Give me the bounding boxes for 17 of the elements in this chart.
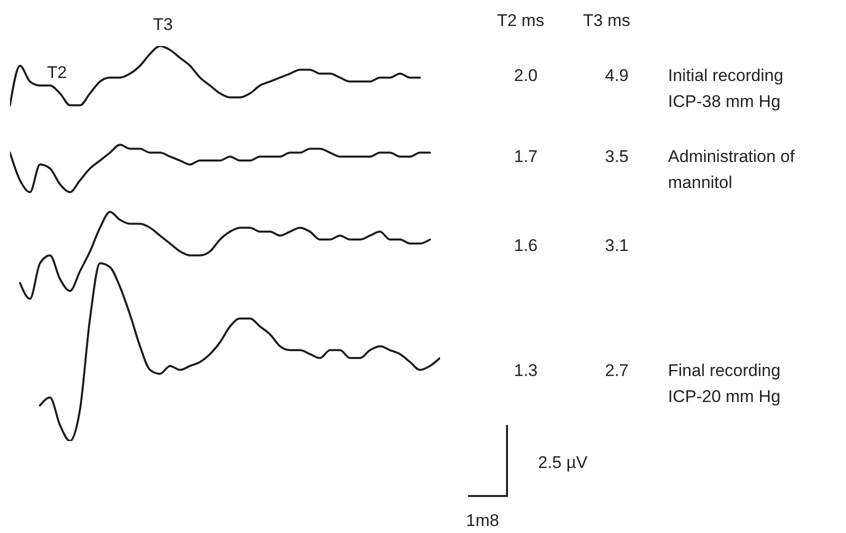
text: 2.0 (514, 65, 538, 87)
text: 2.7 (605, 360, 629, 382)
text: T3 (153, 14, 173, 36)
text: 1.3 (514, 360, 538, 382)
text: Administration of mannitol (668, 146, 796, 194)
text: 4.9 (605, 65, 629, 87)
text: T2 ms (497, 10, 544, 32)
text: 3.5 (605, 146, 629, 168)
text: 3.1 (605, 235, 629, 257)
text: T3 ms (583, 10, 630, 32)
text: Initial recording ICP-38 mm Hg (668, 65, 784, 113)
annotation: T2 (47, 62, 67, 84)
text: Final recording ICP-20 mm Hg (668, 360, 782, 408)
text: 1m8 (466, 510, 500, 532)
text: 1.7 (514, 146, 538, 168)
text: 1.6 (514, 235, 538, 257)
text: 2.5 µV (538, 452, 588, 474)
